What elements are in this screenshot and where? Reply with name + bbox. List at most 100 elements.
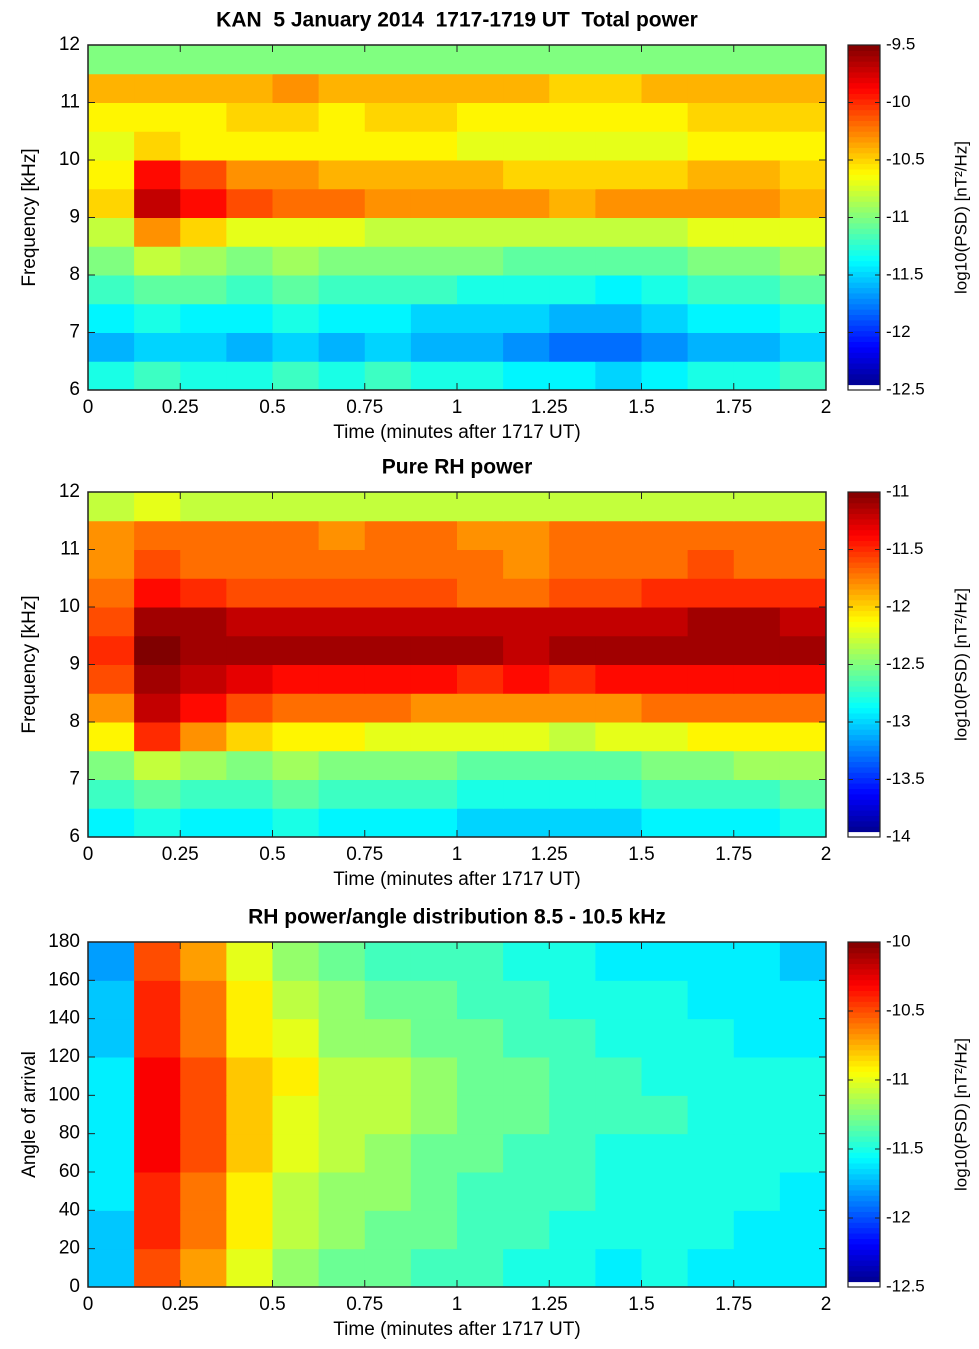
colorbar-swatch: [848, 206, 880, 213]
heatmap-cell: [226, 1248, 273, 1288]
x-tick-label: 1.5: [628, 397, 654, 418]
heatmap-cell: [88, 980, 135, 1020]
heatmap-cell: [272, 607, 320, 637]
heatmap-cell: [226, 73, 273, 103]
heatmap-cell: [88, 217, 135, 247]
heatmap-cell: [410, 808, 458, 838]
colorbar-swatch: [848, 723, 880, 730]
heatmap-cell: [687, 102, 735, 132]
heatmap-cell: [779, 131, 827, 161]
heatmap-cell: [272, 45, 320, 75]
heatmap-cell: [272, 1095, 320, 1135]
colorbar-swatch: [848, 696, 880, 703]
heatmap-cell: [364, 750, 412, 780]
y-tick-label: 160: [48, 969, 80, 990]
heatmap-cell: [364, 73, 412, 103]
heatmap-cell: [549, 1172, 596, 1211]
colorbar-swatch: [848, 524, 880, 531]
colorbar-swatch: [848, 174, 880, 181]
colorbar-swatch: [848, 583, 880, 590]
x-tick-label: 2: [821, 844, 832, 865]
heatmap-cell: [457, 635, 504, 665]
heatmap-cell: [226, 1133, 273, 1173]
colorbar-swatch: [848, 551, 880, 558]
heatmap-cell: [733, 492, 781, 522]
heatmap-cell: [503, 1095, 550, 1135]
heatmap-cell: [180, 188, 227, 218]
heatmap-cell: [595, 779, 642, 809]
heatmap-cell: [595, 361, 642, 391]
heatmap-cell: [410, 492, 458, 522]
heatmap-cell: [410, 275, 458, 305]
heatmap-cell: [641, 102, 689, 132]
heatmap-cell: [779, 549, 827, 579]
heatmap-cell: [503, 246, 550, 276]
heatmap-cell: [503, 635, 550, 665]
heatmap-cell: [641, 332, 689, 362]
heatmap-cell: [549, 45, 596, 75]
heatmap-cell: [180, 1057, 227, 1096]
colorbar-swatch: [848, 131, 880, 138]
colorbar-swatch: [848, 249, 880, 256]
colorbar-swatch: [848, 793, 880, 800]
colorbar-swatch: [848, 680, 880, 687]
colorbar-swatch: [848, 384, 880, 391]
heatmap-cell: [226, 275, 273, 305]
colorbar-swatch: [848, 82, 880, 89]
heatmap-cell: [134, 303, 181, 333]
heatmap-cell: [549, 1133, 596, 1173]
heatmap-cell: [687, 520, 735, 550]
colorbar-swatch: [848, 1039, 880, 1045]
colorbar-swatch: [848, 745, 880, 752]
colorbar-swatch: [848, 535, 880, 542]
heatmap-cell: [549, 942, 596, 981]
colorbar-swatch: [848, 244, 880, 251]
colorbar-swatch: [848, 734, 880, 741]
heatmap-cell: [779, 1057, 827, 1096]
heatmap-cell: [318, 549, 366, 579]
heatmap-cell: [457, 332, 504, 362]
heatmap-cell: [364, 188, 412, 218]
colorbar-label: log10(PSD) [nT²/Hz]: [951, 588, 970, 741]
heatmap-cell: [549, 1018, 596, 1058]
colorbar-swatch: [848, 1249, 880, 1256]
colorbar-swatch: [848, 942, 880, 948]
heatmap-cell: [272, 1248, 320, 1288]
heatmap-cell: [595, 693, 642, 723]
heatmap-cell: [88, 361, 135, 391]
colorbar-swatch: [848, 1184, 880, 1191]
heatmap-cell: [779, 1018, 827, 1058]
x-tick-label: 1.25: [531, 397, 568, 418]
colorbar-swatch: [848, 1179, 880, 1186]
colorbar-swatch: [848, 1227, 880, 1234]
colorbar-swatch: [848, 820, 880, 827]
heatmap-cell: [88, 607, 135, 637]
x-tick-label: 2: [821, 1294, 832, 1315]
y-tick-label: 40: [59, 1199, 80, 1220]
heatmap-cell: [134, 188, 181, 218]
heatmap-cell: [457, 779, 504, 809]
heatmap-cell: [779, 102, 827, 132]
heatmap-cell: [457, 246, 504, 276]
heatmap-cell: [272, 779, 320, 809]
heatmap-cell: [226, 303, 273, 333]
heatmap-cell: [457, 1248, 504, 1288]
x-tick-label: 1.25: [531, 1294, 568, 1315]
heatmap-cell: [733, 1210, 781, 1250]
heatmap-cell: [180, 332, 227, 362]
heatmap-cell: [687, 549, 735, 579]
heatmap-cell: [410, 693, 458, 723]
y-tick-label: 100: [48, 1084, 80, 1105]
heatmap-cell: [88, 188, 135, 218]
heatmap-cell: [595, 549, 642, 579]
heatmap-cell: [226, 492, 273, 522]
colorbar-swatch: [848, 1141, 880, 1148]
heatmap-cell: [779, 693, 827, 723]
heatmap-cell: [88, 45, 135, 75]
heatmap-cell: [687, 492, 735, 522]
heatmap-cell: [503, 1057, 550, 1096]
heatmap-cell: [318, 779, 366, 809]
colorbar-swatch: [848, 1146, 880, 1153]
heatmap-cell: [595, 45, 642, 75]
colorbar-swatch: [848, 578, 880, 585]
